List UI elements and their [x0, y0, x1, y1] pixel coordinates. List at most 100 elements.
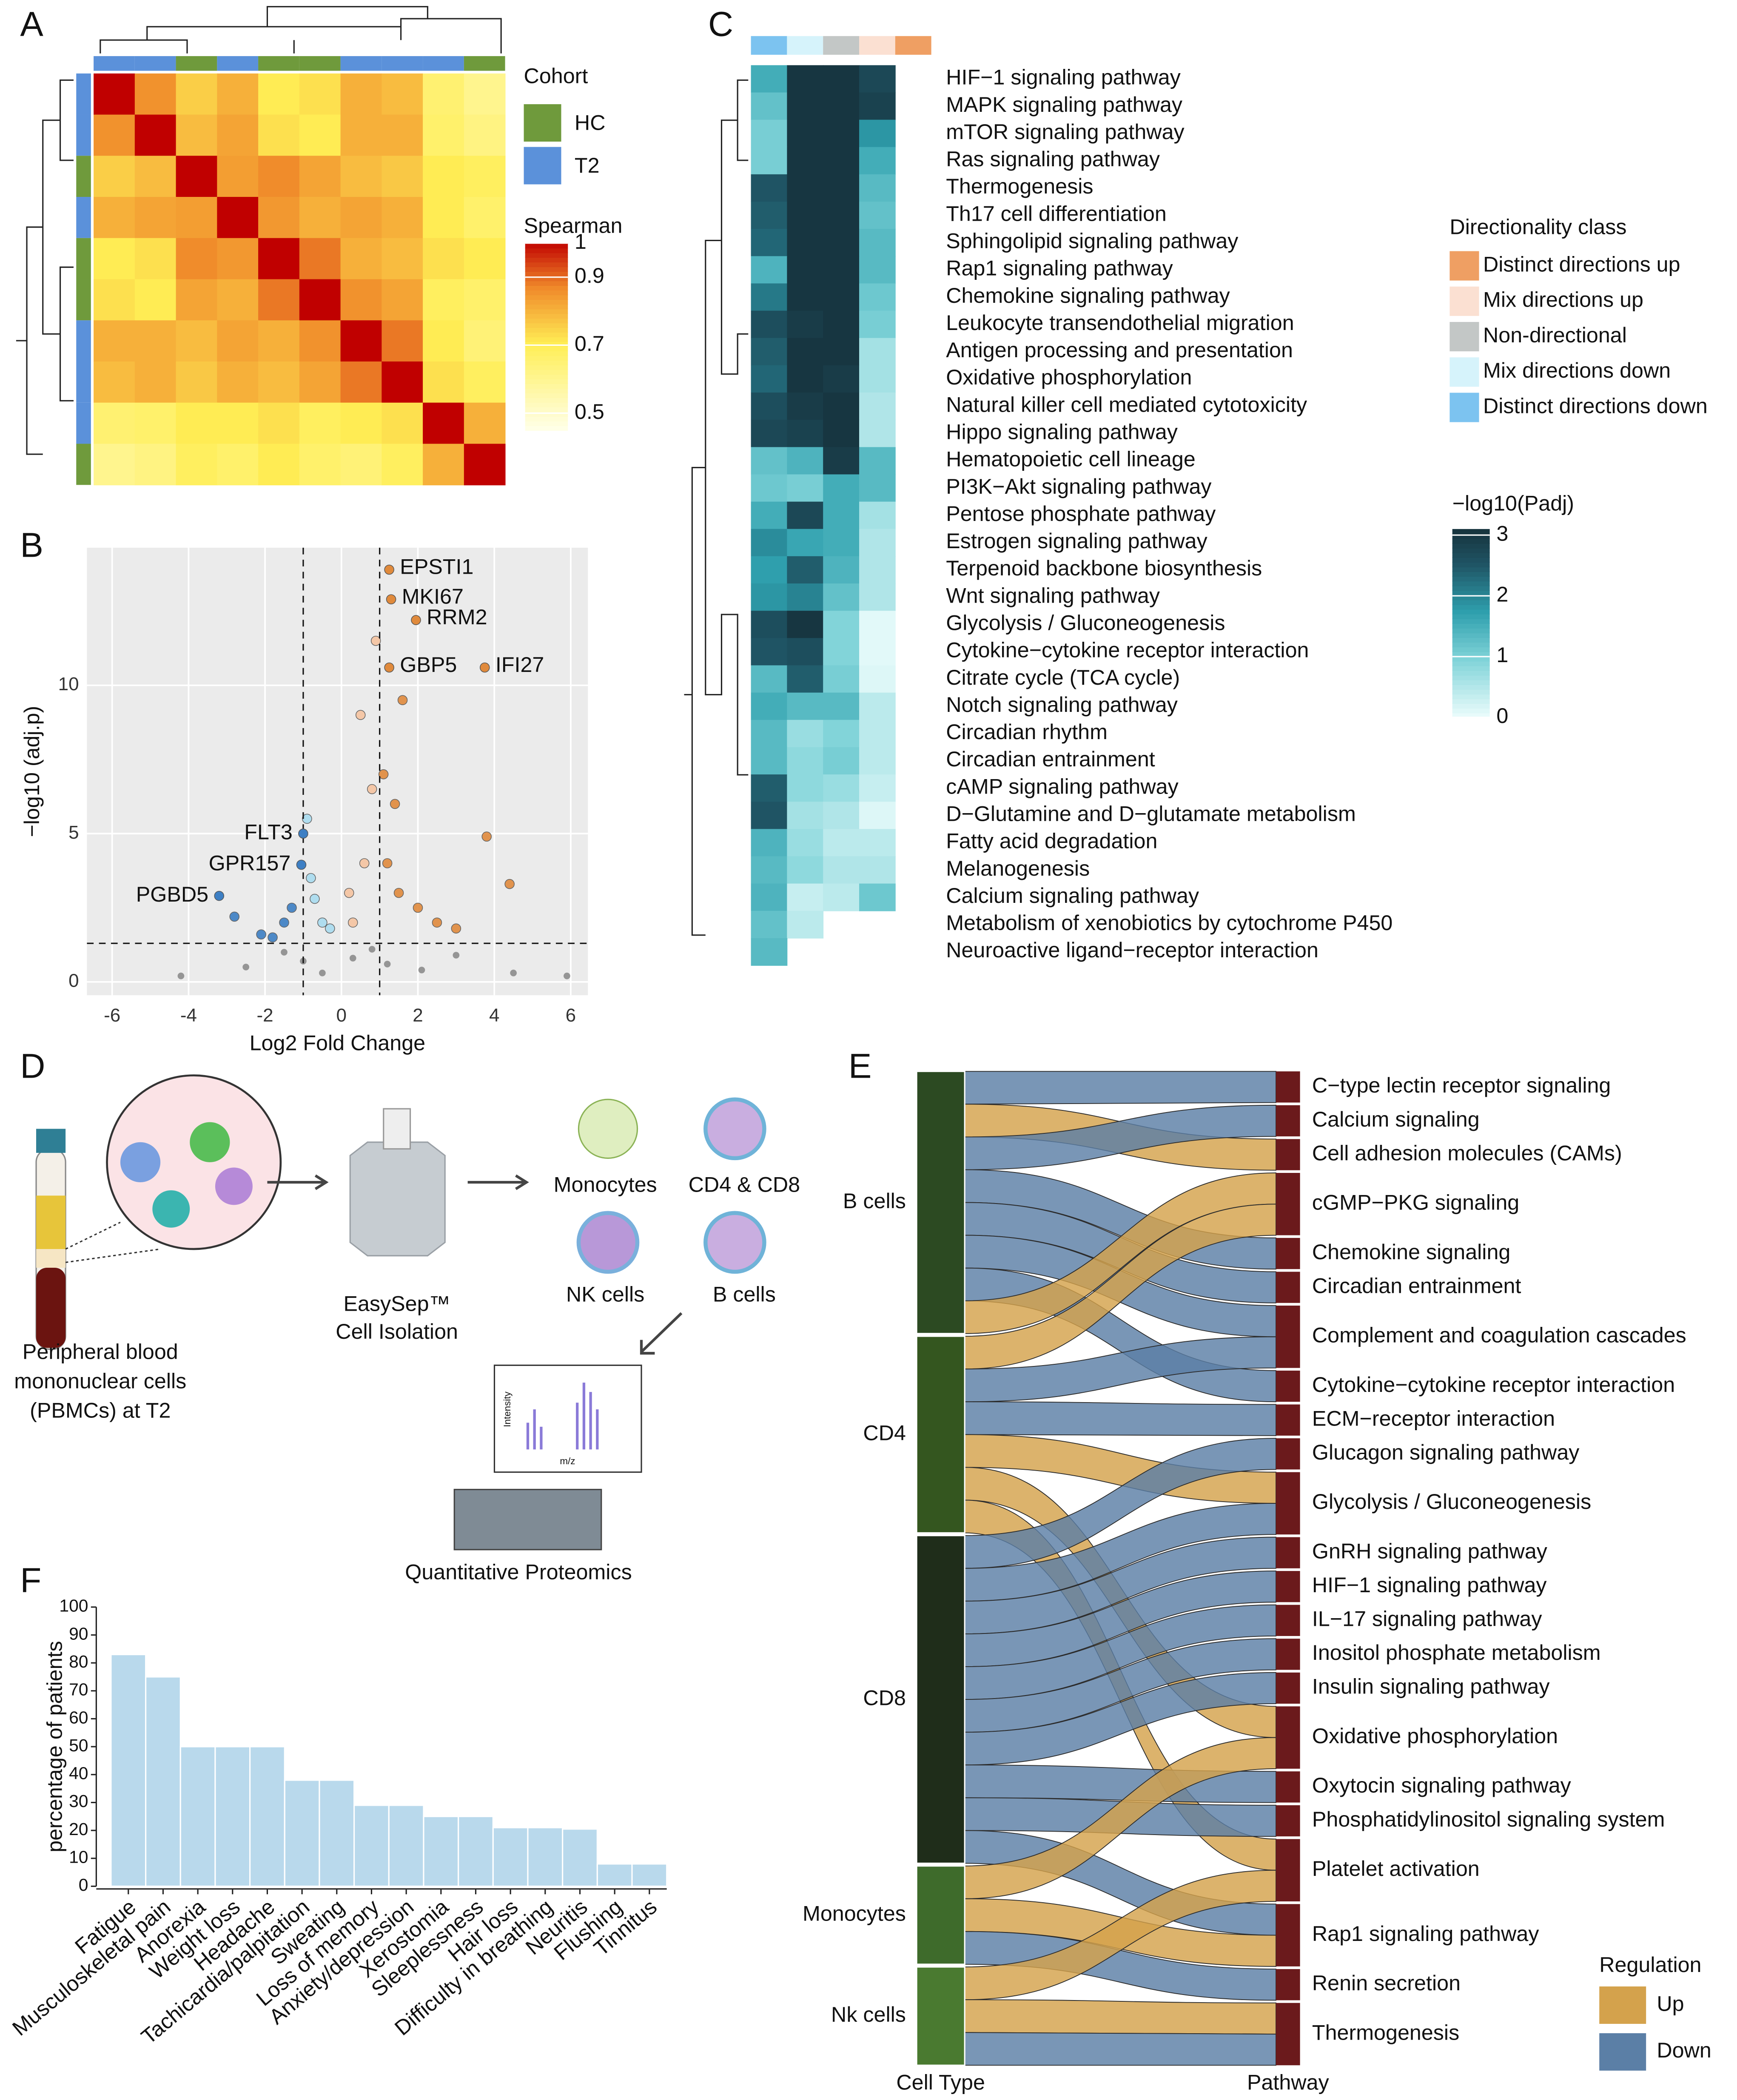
legend-label: Mix directions up	[1483, 288, 1643, 312]
colorbar-step	[525, 421, 568, 427]
colorbar-step	[1452, 703, 1490, 709]
heat-cell	[859, 501, 896, 529]
heat-cell	[859, 256, 896, 284]
bar	[492, 1827, 529, 1887]
heat-cell	[217, 197, 259, 239]
heat-cell	[751, 120, 788, 148]
y-tick-label: 10	[58, 674, 79, 694]
gene-label: EPSTI1	[400, 555, 473, 579]
colorbar-step	[1452, 642, 1490, 648]
colorbar-step	[525, 308, 568, 314]
point	[432, 917, 442, 928]
heat-cell	[823, 65, 860, 93]
heat-cell	[751, 802, 788, 830]
heat-cell	[340, 73, 382, 115]
panel-label: E	[849, 1047, 871, 1086]
colorbar-step	[525, 411, 568, 417]
heat-cell	[217, 238, 259, 280]
heat-cell	[859, 665, 896, 693]
heat-cell	[823, 692, 860, 720]
heat-cell	[258, 402, 300, 444]
row-label: Estrogen signaling pathway	[946, 529, 1207, 553]
heat-cell	[823, 147, 860, 175]
heat-cell	[176, 73, 218, 115]
cap	[36, 1129, 66, 1153]
heat-cell	[751, 829, 788, 857]
colorbar-step	[1452, 609, 1490, 615]
cell	[190, 1122, 230, 1162]
heat-cell	[787, 802, 824, 830]
gene-label: PGBD5	[136, 882, 208, 906]
point	[504, 879, 515, 889]
heat-cell	[94, 114, 135, 157]
heat-cell	[176, 156, 218, 197]
point	[510, 970, 517, 976]
spectrum-box	[493, 1364, 642, 1473]
bar	[249, 1746, 285, 1887]
y-tick-label: 70	[69, 1680, 88, 1699]
row-label: Metabolism of xenobiotics by cytochrome …	[946, 911, 1392, 935]
colorbar-step	[1452, 576, 1490, 582]
heat-cell	[823, 283, 860, 311]
heat-cell	[258, 73, 300, 115]
heat-cell	[340, 320, 382, 362]
heat-cell	[423, 320, 464, 362]
heat-cell	[823, 501, 860, 529]
heat-cell	[859, 393, 896, 421]
target-label: HIF−1 signaling pathway	[1312, 1573, 1547, 1597]
target-label: GnRH signaling pathway	[1312, 1539, 1548, 1563]
heat-cell	[299, 156, 341, 197]
point	[367, 784, 377, 794]
colorbar-step	[1452, 600, 1490, 605]
colorbar-step	[1452, 604, 1490, 610]
heat-cell	[823, 856, 860, 884]
heat-cell	[299, 114, 341, 157]
heat-cell	[464, 73, 506, 115]
target-node	[1276, 1438, 1300, 1470]
target-label: ECM−receptor interaction	[1312, 1406, 1555, 1430]
heat-cell	[787, 120, 824, 148]
heat-cell	[340, 444, 382, 486]
panel-label: D	[20, 1047, 45, 1086]
colorbar-step	[525, 369, 568, 375]
heat-cell	[787, 474, 824, 502]
row-label: Thermogenesis	[946, 174, 1093, 198]
heat-cell	[382, 444, 424, 486]
target-label: Complement and coagulation cascades	[1312, 1323, 1686, 1347]
monocyte-icon	[578, 1098, 638, 1159]
heat-cell	[823, 474, 860, 502]
labeled-point	[384, 564, 394, 575]
labeled-point	[386, 594, 396, 605]
colorbar-step	[525, 257, 568, 263]
heat-cell	[464, 279, 506, 321]
heat-cell	[787, 611, 824, 639]
heat-cell	[859, 147, 896, 175]
heat-cell	[299, 320, 341, 362]
legend-label: Non-directional	[1483, 323, 1627, 347]
labeled-point	[296, 859, 307, 870]
colorbar-step	[525, 327, 568, 333]
gene-label: GPR157	[209, 851, 291, 875]
source-node	[916, 1865, 965, 1965]
colorbar-label: 3	[1496, 521, 1508, 545]
heat-cell	[823, 556, 860, 584]
legend-label: Distinct directions down	[1483, 394, 1708, 418]
x-tick-label: -4	[180, 1005, 197, 1026]
nk-icon	[576, 1211, 640, 1274]
heat-cell	[382, 114, 424, 157]
heat-cell	[859, 638, 896, 666]
col-annotation	[217, 56, 259, 71]
labeled-point	[298, 828, 308, 839]
flow	[964, 1401, 1277, 1436]
cell	[120, 1142, 161, 1182]
heat-cell	[859, 283, 896, 311]
colorbar-label: 1	[575, 230, 587, 253]
heat-cell	[823, 529, 860, 557]
point	[390, 799, 400, 809]
heat-cell	[134, 238, 177, 280]
heat-cell	[217, 156, 259, 197]
y-tick-label: 0	[68, 970, 79, 991]
target-node	[1276, 1672, 1300, 1704]
heat-cell	[787, 420, 824, 448]
